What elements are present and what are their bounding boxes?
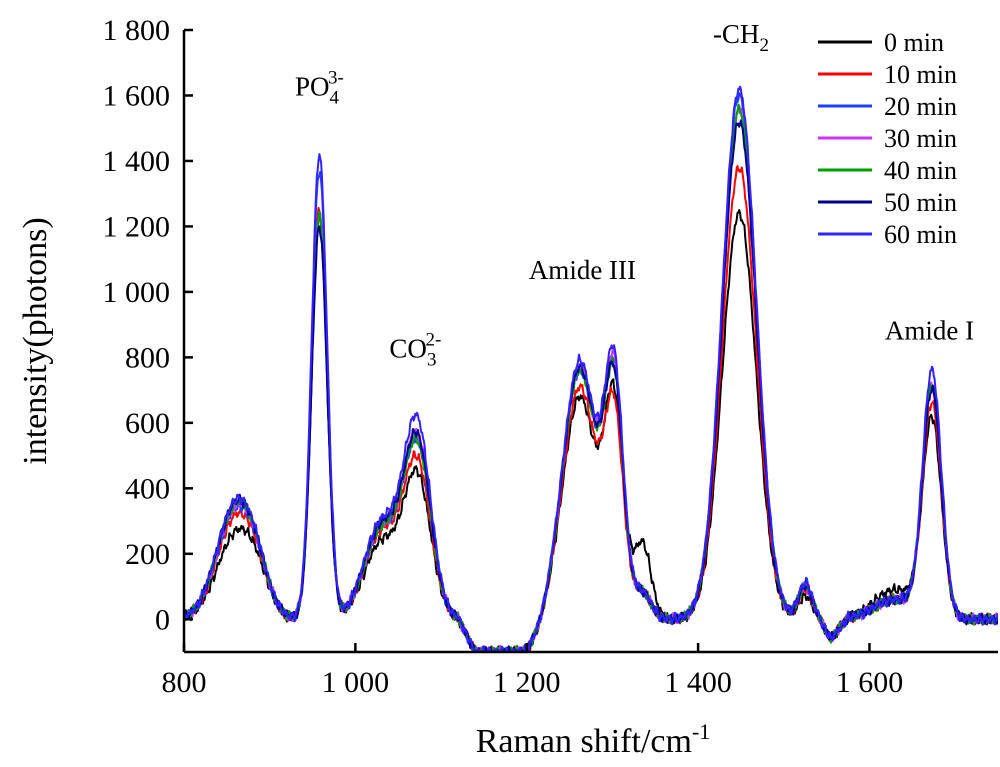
peak-annotations: PO43- CO32- -CH2 Amide III Amide I	[295, 19, 974, 370]
legend-entry: 40 min	[884, 156, 957, 185]
series-line-20-min	[184, 92, 998, 652]
y-axis-label: intensity(photons)	[17, 217, 54, 464]
series-line-60-min	[184, 85, 998, 652]
peak-annotation: CO32-	[389, 329, 441, 370]
legend-entry: 30 min	[884, 124, 957, 153]
legend-entry: 60 min	[884, 220, 957, 249]
y-tick-label: 1 400	[103, 145, 171, 178]
legend-entry: 50 min	[884, 188, 957, 217]
x-tick-label: 1 000	[322, 666, 390, 699]
legend-entry: 10 min	[884, 60, 957, 89]
series-layer	[184, 85, 998, 652]
y-tick-label: 400	[125, 472, 170, 505]
peak-annotation: PO43-	[295, 67, 344, 108]
legend-entry: 20 min	[884, 92, 957, 121]
x-tick-label: 1 400	[664, 666, 732, 699]
series-line-30-min	[184, 104, 998, 652]
y-tick-label: 600	[125, 407, 170, 440]
y-tick-label: 200	[125, 538, 170, 571]
axes: 800 1 000 1 200 1 400 1 600 0 200 400 600 800 1 00…	[103, 14, 998, 699]
series-line-40-min	[184, 103, 998, 652]
y-tick-label: 1 000	[103, 276, 171, 309]
peak-annotation: Amide I	[885, 315, 974, 345]
peak-annotation: -CH2	[713, 19, 769, 56]
y-tick-label: 1 600	[103, 79, 171, 112]
x-tick-label: 1 200	[493, 666, 561, 699]
peak-annotation: Amide III	[529, 255, 636, 285]
y-tick-label: 1 200	[103, 210, 171, 243]
series-line-50-min	[184, 119, 998, 652]
y-tick-label: 800	[125, 341, 170, 374]
x-axis-label: Raman shift/cm-1	[476, 719, 711, 760]
legend-entry: 0 min	[884, 28, 944, 57]
x-tick-label: 1 600	[836, 666, 904, 699]
y-tick-label: 0	[155, 603, 170, 636]
y-tick-label: 1 800	[103, 14, 171, 47]
x-tick-label: 800	[162, 666, 207, 699]
legend: 0 min 10 min 20 min 30 min 40 min 50 min 60 mi…	[818, 28, 957, 249]
